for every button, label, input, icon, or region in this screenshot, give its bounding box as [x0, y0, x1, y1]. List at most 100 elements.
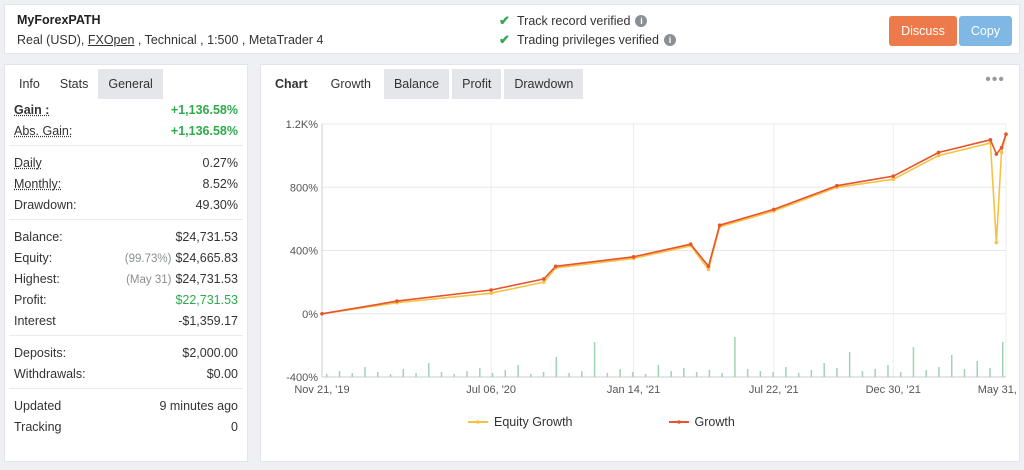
volume-bar [504, 370, 507, 377]
stat-note: (May 31) [126, 273, 172, 286]
trading-privileges-text: Trading privileges verified [517, 33, 659, 47]
growth-line-point [835, 183, 839, 188]
stat-highest: Highest: (May 31) $24,731.53 [5, 268, 247, 289]
chart-panel: Chart Growth Balance Profit Drawdown •••… [260, 64, 1020, 462]
volume-bar [899, 372, 902, 377]
stat-label[interactable]: Daily [14, 155, 42, 170]
volume-bar [836, 368, 838, 377]
stat-label: Drawdown: [14, 197, 77, 212]
stat-profit: Profit: $22,731.53 [5, 289, 247, 310]
stat-label: Balance: [14, 229, 63, 244]
volume-bar [466, 371, 468, 377]
y-tick-label: 1.2K% [286, 119, 319, 131]
volume-bar [364, 367, 366, 377]
left-tabs: Info Stats General [5, 65, 247, 99]
stat-value: -$1,359.17 [178, 313, 238, 328]
stat-balance: Balance: $24,731.53 [5, 226, 247, 247]
volume-bar [440, 372, 443, 377]
growth-line-point [717, 223, 722, 227]
stat-value: 9 minutes ago [159, 398, 238, 413]
tab-stats[interactable]: Stats [49, 69, 99, 99]
stat-value: 0.27% [202, 155, 238, 170]
equity-growth-line-point [994, 240, 999, 245]
broker-link[interactable]: FXOpen [87, 33, 135, 47]
growth-line-point [395, 299, 399, 303]
tab-info[interactable]: Info [9, 69, 50, 99]
volume-bar [491, 373, 494, 377]
tab-balance[interactable]: Balance [383, 69, 450, 99]
volume-bar [938, 367, 940, 377]
y-tick-label: 0% [302, 309, 318, 321]
volume-bar [351, 373, 354, 377]
tab-general[interactable]: General [98, 69, 163, 99]
stat-note: (99.73%) [124, 252, 172, 265]
growth-line-point [706, 264, 711, 269]
stat-value: 0 [231, 419, 238, 434]
discuss-button[interactable]: Discuss [889, 16, 957, 46]
stat-withdrawals: Withdrawals: $0.00 [5, 363, 247, 384]
account-header: MyForexPATH Real (USD), FXOpen , Technic… [4, 4, 1020, 54]
info-icon[interactable]: i [635, 15, 648, 27]
volume-bar [950, 355, 953, 377]
volume-bar [785, 367, 787, 377]
account-info-suffix: , Technical , 1:500 , MetaTrader 4 [134, 33, 324, 47]
x-tick-label: May 31, '22 [978, 384, 1019, 396]
volume-bar [721, 373, 723, 377]
legend-equity-growth[interactable]: Equity Growth [468, 415, 573, 429]
stat-value-group: (May 31) $24,731.53 [126, 272, 238, 286]
stat-label: Profit: [14, 292, 47, 307]
stat-label[interactable]: Monthly: [14, 176, 62, 191]
stat-value: $24,731.53 [175, 271, 238, 286]
volume-bar [644, 374, 647, 377]
divider [9, 209, 243, 220]
track-record-text: Track record verified [517, 14, 631, 28]
stat-value: +1,136.58% [170, 123, 238, 138]
stat-label[interactable]: Gain : [14, 102, 50, 117]
tab-growth[interactable]: Growth [320, 69, 381, 99]
growth-line-point [553, 264, 558, 269]
volume-bar [670, 371, 672, 377]
stat-value-group: (99.73%) $24,665.83 [125, 251, 238, 265]
stat-monthly: Monthly: 8.52% [5, 173, 247, 194]
copy-button[interactable]: Copy [959, 16, 1012, 46]
volume-bar [428, 363, 430, 377]
stat-abs-gain: Abs. Gain: +1,136.58% [5, 120, 247, 141]
volume-bar [453, 374, 456, 377]
account-name: MyForexPATH [17, 13, 101, 27]
volume-bar [912, 347, 915, 377]
stat-label[interactable]: Abs. Gain: [14, 123, 73, 138]
volume-bar [683, 368, 685, 377]
volume-bar [377, 372, 379, 377]
growth-line [321, 133, 1007, 315]
divider [9, 135, 243, 146]
volume-bar [555, 357, 558, 377]
volume-bar [848, 352, 851, 377]
stats-panel: Info Stats General Gain : +1,136.58% Abs… [4, 64, 248, 462]
more-options-icon[interactable]: ••• [985, 71, 1005, 88]
stat-label: Interest [14, 313, 56, 328]
volume-bar [759, 371, 762, 377]
growth-line-point [631, 255, 636, 259]
stat-value: $24,731.53 [175, 229, 238, 244]
legend-swatch [468, 421, 488, 423]
legend-swatch [668, 421, 689, 423]
volume-bar [695, 372, 698, 377]
volume-bar [810, 370, 813, 377]
equity-growth-line-point [706, 267, 711, 272]
stat-tracking: Tracking 0 [5, 416, 247, 437]
stat-equity: Equity: (99.73%) $24,665.83 [5, 247, 247, 268]
tab-drawdown[interactable]: Drawdown [504, 69, 584, 99]
equity-growth-line-point [936, 153, 941, 158]
y-tick-label: 800% [290, 182, 318, 194]
y-tick-label: 400% [290, 246, 318, 258]
track-record-verified: ✔ Track record verified i [499, 13, 648, 29]
volume-bar [976, 361, 978, 377]
volume-bar [989, 368, 991, 377]
chart-heading: Chart [265, 69, 318, 99]
volume-bar [326, 374, 328, 377]
tab-profit[interactable]: Profit [452, 69, 502, 99]
legend-growth[interactable]: Growth [668, 415, 735, 429]
stat-updated: Updated 9 minutes ago [5, 395, 247, 416]
volume-bar [874, 369, 876, 377]
info-icon[interactable]: i [663, 34, 676, 46]
